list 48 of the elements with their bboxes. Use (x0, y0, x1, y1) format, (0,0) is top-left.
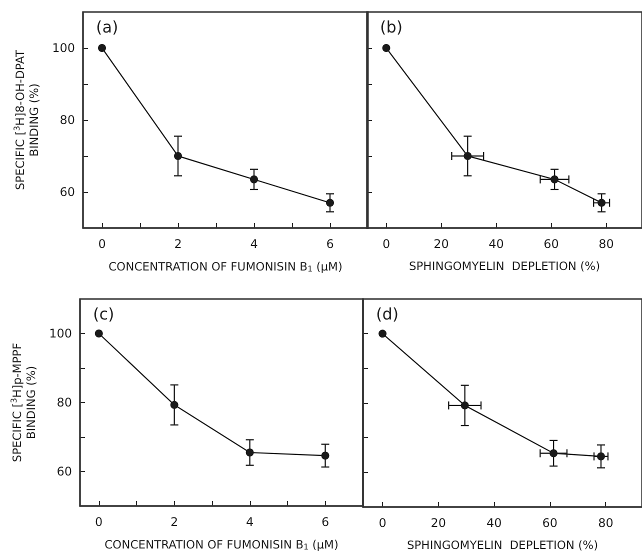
x-tick-label: 80 (598, 516, 614, 530)
x-tick-label: 4 (250, 237, 258, 251)
x-axis-title: CONCENTRATION OF FUMONISIN B1 (μM) (108, 260, 342, 274)
x-tick-label: 60 (542, 516, 558, 530)
x-tick-label: 0 (378, 516, 386, 530)
x-tick-label: 6 (321, 515, 330, 529)
point (174, 152, 182, 160)
point (378, 330, 387, 338)
x-tick-label: 40 (486, 516, 502, 530)
point (596, 452, 605, 460)
x-axis-title: SPHINGOMYELIN DEPLETION (%) (408, 259, 600, 273)
x-axis-title: CONCENTRATION OF FUMONISIN B1 (μM) (104, 538, 338, 552)
chart-title: (a) (96, 18, 118, 36)
x-tick-label: 0 (98, 237, 106, 251)
x-tick-label: 80 (598, 237, 614, 251)
point (98, 44, 106, 52)
point (246, 448, 254, 457)
x-tick-label: 0 (95, 515, 103, 529)
point (464, 152, 472, 160)
y-tick-label: 60 (60, 185, 75, 199)
point (550, 175, 559, 184)
x-tick-label: 0 (382, 237, 390, 251)
x-axis-title: SPHINGOMYELIN DEPLETION (%) (406, 538, 598, 552)
point (460, 401, 469, 410)
point (382, 44, 390, 52)
y-tick-label: 100 (52, 41, 75, 55)
y-tick-label: 80 (60, 113, 75, 127)
x-tick-label: 20 (434, 237, 449, 251)
point (598, 198, 606, 207)
x-tick-label: 60 (544, 237, 559, 251)
x-tick-label: 20 (430, 516, 446, 530)
point (321, 452, 330, 460)
x-tick-label: 6 (326, 237, 334, 251)
y-tick-label: 80 (56, 396, 72, 410)
point (170, 400, 178, 409)
chart-title: (b) (380, 18, 403, 36)
x-tick-label: 2 (174, 237, 182, 251)
y-tick-label: 60 (56, 464, 72, 478)
chart-title: (c) (93, 304, 114, 324)
point (94, 330, 103, 338)
x-tick-label: 2 (170, 515, 178, 529)
point (550, 449, 558, 458)
x-tick-label: 4 (246, 515, 254, 529)
y-tick-label: 100 (49, 326, 72, 340)
x-tick-label: 40 (488, 237, 504, 251)
chart-title: (d) (376, 304, 399, 324)
point (250, 175, 258, 184)
point (326, 198, 334, 207)
